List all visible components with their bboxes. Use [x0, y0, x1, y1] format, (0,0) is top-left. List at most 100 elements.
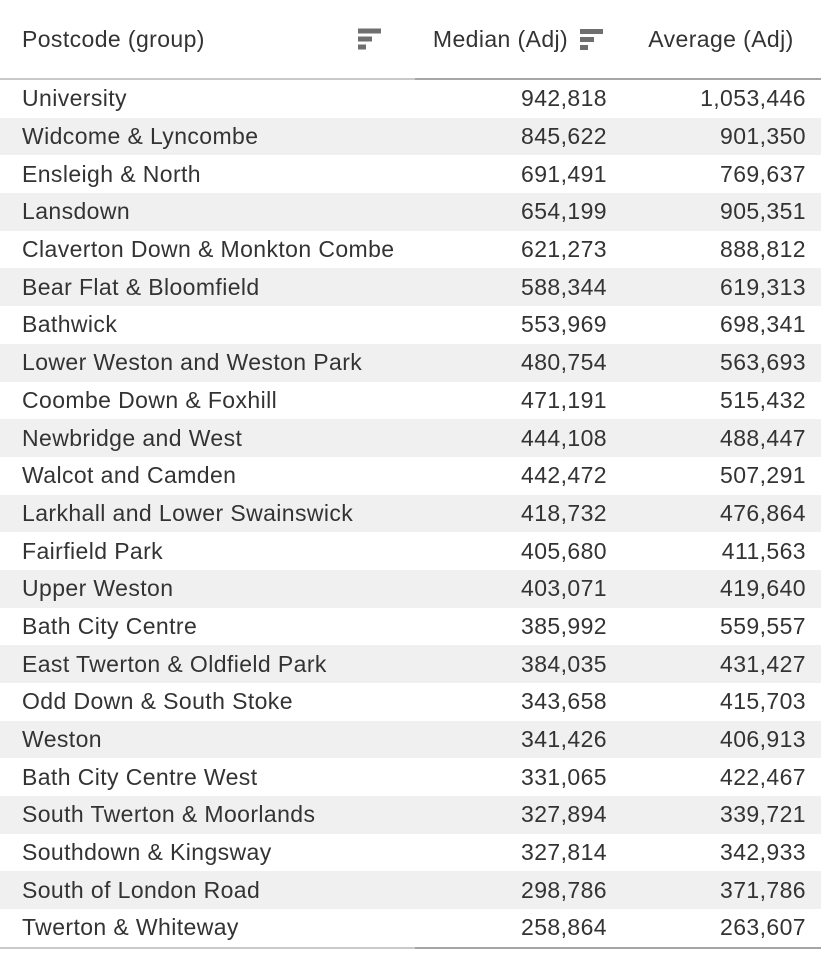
postcode-cell[interactable]: University: [22, 85, 127, 112]
table-row[interactable]: Weston 341,426 406,913: [0, 720, 821, 759]
table-row[interactable]: Widcome & Lyncombe 845,622 901,350: [0, 117, 821, 156]
table-row[interactable]: South of London Road 298,786 371,786: [0, 871, 821, 910]
table-row[interactable]: Ensleigh & North 691,491 769,637: [0, 155, 821, 193]
average-cell[interactable]: 263,607: [720, 914, 806, 941]
postcode-cell[interactable]: Widcome & Lyncombe: [22, 123, 259, 150]
postcode-cell[interactable]: Lansdown: [22, 198, 131, 225]
sort-descending-icon[interactable]: [580, 28, 604, 50]
median-cell[interactable]: 258,864: [521, 914, 607, 941]
median-cell[interactable]: 691,491: [521, 160, 607, 187]
column-header-average[interactable]: Average (Adj): [621, 26, 821, 53]
postcode-cell[interactable]: East Twerton & Oldfield Park: [22, 650, 327, 677]
average-cell[interactable]: 371,786: [720, 876, 806, 903]
table-row[interactable]: Walcot and Camden 442,472 507,291: [0, 457, 821, 495]
table-row[interactable]: Upper Weston 403,071 419,640: [0, 569, 821, 608]
median-cell[interactable]: 331,065: [521, 763, 607, 790]
average-cell[interactable]: 515,432: [720, 386, 806, 413]
postcode-cell[interactable]: Larkhall and Lower Swainswick: [22, 499, 354, 526]
postcode-cell[interactable]: Newbridge and West: [22, 424, 243, 451]
table-row[interactable]: Bath City Centre 385,992 559,557: [0, 608, 821, 646]
postcode-cell[interactable]: Lower Weston and Weston Park: [22, 349, 363, 376]
average-cell[interactable]: 476,864: [720, 499, 806, 526]
table-row[interactable]: Lansdown 654,199 905,351: [0, 193, 821, 231]
table-row[interactable]: Newbridge and West 444,108 488,447: [0, 419, 821, 457]
average-cell[interactable]: 342,933: [720, 839, 806, 866]
sort-descending-icon[interactable]: [358, 28, 381, 50]
table-row[interactable]: Larkhall and Lower Swainswick 418,732 476,…: [0, 494, 821, 533]
average-cell[interactable]: 888,812: [720, 236, 806, 263]
table-row[interactable]: Claverton Down & Monkton Combe 621,273 888…: [0, 231, 821, 269]
table-row[interactable]: Twerton & Whiteway 258,864 263,607: [0, 909, 821, 947]
average-cell[interactable]: 1,053,446: [700, 85, 806, 112]
table-row[interactable]: Bathwick 553,969 698,341: [0, 306, 821, 344]
median-cell[interactable]: 588,344: [521, 273, 607, 300]
table-row[interactable]: Lower Weston and Weston Park 480,754 563,6…: [0, 343, 821, 382]
table-row[interactable]: Bear Flat & Bloomfield 588,344 619,313: [0, 268, 821, 307]
postcode-cell[interactable]: Weston: [22, 726, 102, 753]
median-cell[interactable]: 480,754: [521, 349, 607, 376]
postcode-cell[interactable]: Bath City Centre: [22, 612, 198, 639]
postcode-cell[interactable]: Odd Down & South Stoke: [22, 688, 293, 715]
median-cell[interactable]: 553,969: [521, 311, 607, 338]
median-cell[interactable]: 405,680: [521, 537, 607, 564]
table-row[interactable]: Fairfield Park 405,680 411,563: [0, 532, 821, 570]
median-cell[interactable]: 654,199: [521, 198, 607, 225]
average-cell[interactable]: 488,447: [720, 424, 806, 451]
average-cell[interactable]: 411,563: [721, 537, 806, 564]
table-row[interactable]: Coombe Down & Foxhill 471,191 515,432: [0, 382, 821, 420]
average-cell[interactable]: 422,467: [720, 763, 806, 790]
median-cell[interactable]: 942,818: [521, 85, 607, 112]
postcode-cell[interactable]: Upper Weston: [22, 575, 174, 602]
postcode-cell[interactable]: Bear Flat & Bloomfield: [22, 273, 260, 300]
postcode-cell[interactable]: Coombe Down & Foxhill: [22, 386, 278, 413]
average-cell[interactable]: 559,557: [720, 612, 806, 639]
postcode-cell[interactable]: Claverton Down & Monkton Combe: [22, 236, 395, 263]
median-cell[interactable]: 385,992: [521, 612, 607, 639]
average-cell[interactable]: 507,291: [720, 462, 806, 489]
average-cell[interactable]: 901,350: [720, 123, 806, 150]
column-header-median[interactable]: Median (Adj): [415, 26, 621, 53]
average-cell[interactable]: 698,341: [720, 311, 806, 338]
column-header-postcode[interactable]: Postcode (group): [0, 26, 415, 53]
median-cell[interactable]: 298,786: [521, 876, 607, 903]
postcode-cell[interactable]: Fairfield Park: [22, 537, 164, 564]
column-header-postcode-label[interactable]: Postcode (group): [22, 25, 205, 52]
table-row[interactable]: Odd Down & South Stoke 343,658 415,703: [0, 683, 821, 721]
table-row[interactable]: Southdown & Kingsway 327,814 342,933: [0, 834, 821, 872]
median-cell[interactable]: 845,622: [521, 123, 607, 150]
median-cell[interactable]: 327,814: [521, 839, 607, 866]
median-cell[interactable]: 471,191: [521, 386, 607, 413]
average-cell[interactable]: 415,703: [720, 688, 806, 715]
average-cell[interactable]: 419,640: [720, 575, 806, 602]
median-cell[interactable]: 418,732: [521, 499, 607, 526]
average-cell[interactable]: 431,427: [720, 650, 806, 677]
median-cell[interactable]: 343,658: [521, 688, 607, 715]
average-cell[interactable]: 619,313: [720, 273, 806, 300]
median-cell[interactable]: 384,035: [521, 650, 607, 677]
postcode-cell[interactable]: Southdown & Kingsway: [22, 839, 272, 866]
table-row[interactable]: Bath City Centre West 331,065 422,467: [0, 758, 821, 796]
postcode-cell[interactable]: Walcot and Camden: [22, 462, 237, 489]
average-cell[interactable]: 406,913: [720, 726, 806, 753]
table-row[interactable]: East Twerton & Oldfield Park 384,035 431,4…: [0, 645, 821, 683]
median-cell[interactable]: 327,894: [521, 801, 607, 828]
average-cell[interactable]: 769,637: [720, 160, 806, 187]
column-header-average-label[interactable]: Average (Adj): [648, 25, 794, 52]
postcode-cell[interactable]: South of London Road: [22, 876, 261, 903]
median-cell[interactable]: 403,071: [521, 575, 607, 602]
average-cell[interactable]: 905,351: [720, 198, 806, 225]
median-cell[interactable]: 621,273: [521, 236, 607, 263]
median-cell[interactable]: 442,472: [521, 462, 607, 489]
postcode-cell[interactable]: Bath City Centre West: [22, 763, 258, 790]
column-header-median-label[interactable]: Median (Adj): [432, 25, 569, 52]
average-cell[interactable]: 339,721: [720, 801, 806, 828]
table-row[interactable]: South Twerton & Moorlands 327,894 339,721: [0, 796, 821, 834]
postcode-cell[interactable]: Twerton & Whiteway: [22, 914, 239, 941]
median-cell[interactable]: 444,108: [521, 424, 607, 451]
median-cell[interactable]: 341,426: [521, 726, 607, 753]
postcode-cell[interactable]: South Twerton & Moorlands: [22, 801, 316, 828]
average-cell[interactable]: 563,693: [720, 349, 806, 376]
postcode-cell[interactable]: Ensleigh & North: [22, 160, 201, 187]
postcode-cell[interactable]: Bathwick: [22, 311, 118, 338]
table-row[interactable]: University 942,818 1,053,446: [0, 80, 821, 118]
